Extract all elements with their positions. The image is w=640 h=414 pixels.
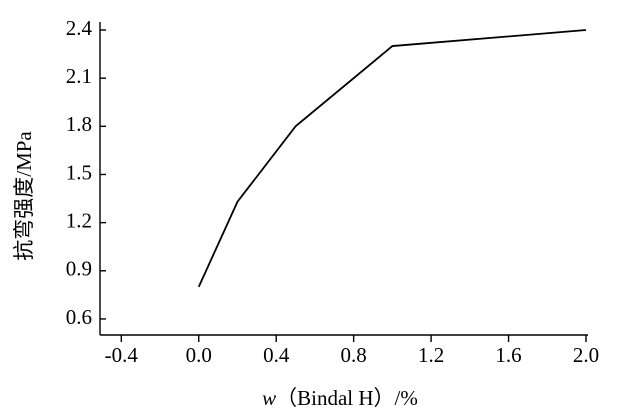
y-axis-label: 抗弯强度/MPa	[12, 131, 36, 261]
y-tick-label: 2.1	[66, 64, 92, 88]
x-tick-label: 0.8	[341, 343, 367, 367]
y-tick-label: 1.5	[66, 160, 92, 184]
x-tick-label: 0.0	[186, 343, 212, 367]
y-tick-label: 0.9	[66, 257, 92, 281]
x-axis-label: w（Bindal H）/%	[262, 386, 418, 410]
y-tick-label: 0.6	[66, 305, 92, 329]
x-tick-label: 0.4	[263, 343, 290, 367]
x-label-text: （Bindal H）/%	[276, 386, 418, 410]
x-tick-label: -0.4	[105, 343, 139, 367]
y-tick-label: 1.8	[66, 112, 92, 136]
x-tick-label: 1.2	[418, 343, 444, 367]
x-label-var: w	[262, 386, 276, 410]
y-tick-label: 1.2	[66, 208, 92, 232]
x-tick-label: 1.6	[495, 343, 521, 367]
x-tick-label: 2.0	[573, 343, 599, 367]
data-line	[197, 29, 587, 288]
y-tick-label: 2.4	[66, 16, 93, 40]
